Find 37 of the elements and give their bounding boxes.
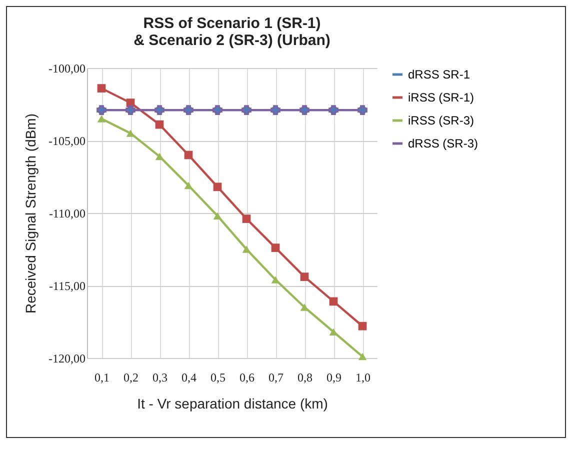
y-tick-label: -110,00 xyxy=(48,206,86,220)
point xyxy=(213,212,222,220)
point xyxy=(358,322,367,330)
point xyxy=(271,244,280,252)
point xyxy=(242,246,251,253)
legend-label: iRSS (SR-3) xyxy=(408,114,474,128)
point xyxy=(155,120,164,129)
legend-label: dRSS (SR-3) xyxy=(408,136,478,150)
x-tick-label: 0,8 xyxy=(298,370,312,384)
chart-title: RSS of Scenario 1 (SR-1) & Scenario 2 (SR-3) (Urban) xyxy=(134,15,330,49)
x-tick-label: 0,6 xyxy=(240,370,254,384)
point xyxy=(97,84,106,92)
x-tick-label: 0,9 xyxy=(326,370,342,384)
point xyxy=(184,182,193,190)
point xyxy=(329,297,338,306)
x-tick-label: 0,3 xyxy=(152,370,168,384)
point xyxy=(213,182,222,192)
x-tick-label: 0,7 xyxy=(268,370,284,384)
x-tick-label: 0,4 xyxy=(182,370,196,384)
y-tick-label: -120,00 xyxy=(48,352,86,366)
x-tick-label: 0,5 xyxy=(210,370,226,384)
point xyxy=(300,272,309,281)
y-axis-title: Received Signal Strength (dBm) xyxy=(22,114,39,314)
x-axis-title: It - Vr separation distance (km) xyxy=(137,396,328,412)
x-tick-label: 0,1 xyxy=(94,370,110,384)
x-tick-label: 1,0 xyxy=(356,370,370,384)
point xyxy=(358,352,367,360)
y-tick-label: -115,00 xyxy=(48,279,86,293)
legend-label: dRSS SR-1 xyxy=(408,68,470,82)
y-tick-label: -100,00 xyxy=(48,62,86,76)
point xyxy=(97,115,106,122)
point xyxy=(184,150,193,160)
y-tick-label: -105,00 xyxy=(48,134,86,148)
legend-label: iRSS (SR-1) xyxy=(408,90,474,104)
point xyxy=(242,214,251,223)
x-tick-label: 0,2 xyxy=(124,370,138,384)
point xyxy=(155,152,164,160)
